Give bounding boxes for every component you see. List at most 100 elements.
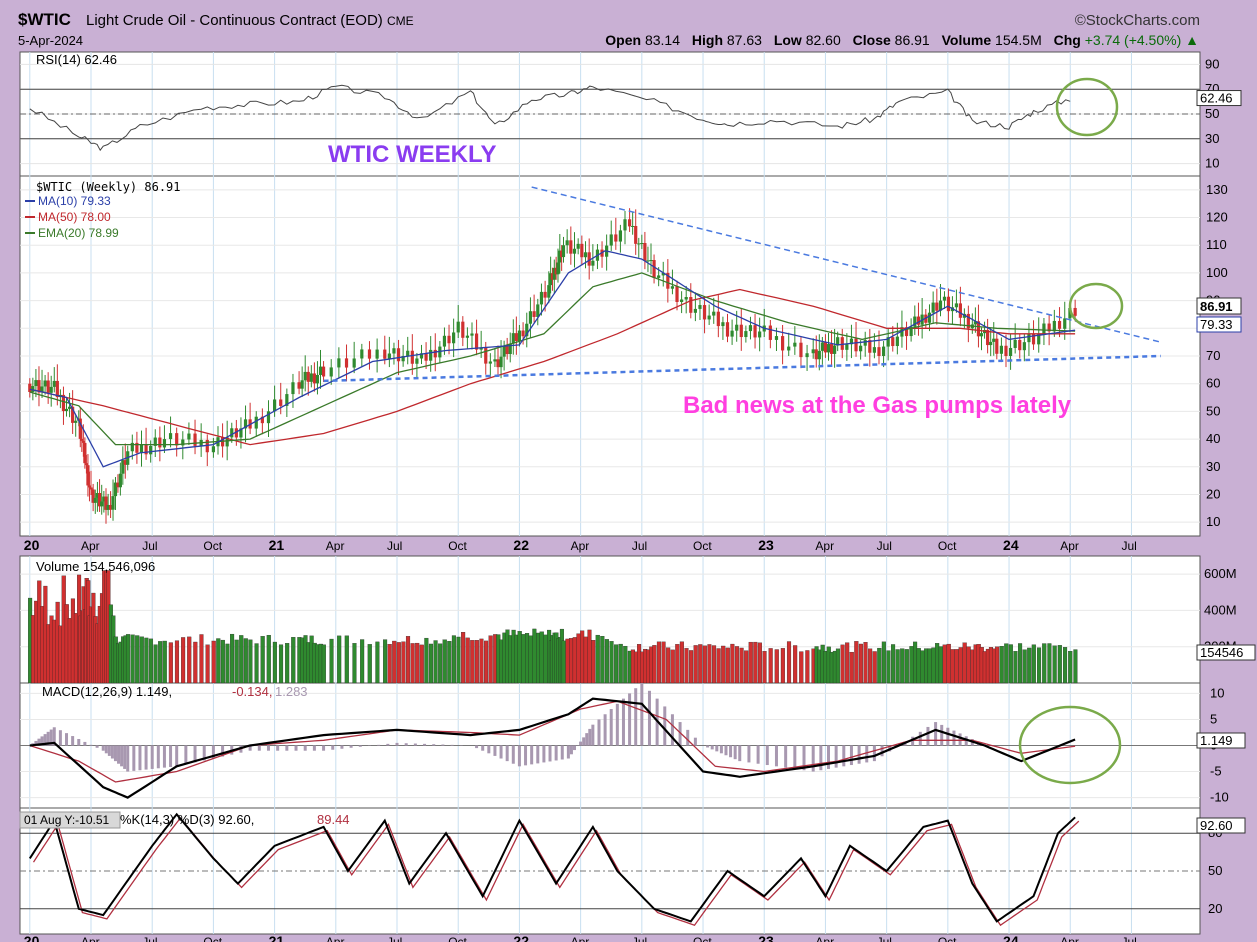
macd-hist-8 xyxy=(52,727,56,746)
candle-body-82 xyxy=(337,358,341,368)
volume-bar-101 xyxy=(442,639,447,684)
candle-body-86 xyxy=(367,349,372,359)
candle-126 xyxy=(539,283,544,316)
candle-79 xyxy=(318,349,323,389)
candle-body-187 xyxy=(780,336,785,351)
macd-tick-0: 10 xyxy=(1210,685,1224,700)
volume-bar-120 xyxy=(517,631,522,684)
candle-body-61 xyxy=(234,428,238,438)
candle-body-154 xyxy=(634,225,638,244)
candle-body-28 xyxy=(97,493,102,507)
candle-body-140 xyxy=(576,243,580,249)
candle-body-228 xyxy=(954,303,959,308)
volume-bar-225 xyxy=(942,644,947,684)
candle-body-188 xyxy=(787,346,791,351)
volume-last-label: 154546 xyxy=(1200,645,1243,660)
candle-body-218 xyxy=(916,316,921,325)
stoch-legend: %K(14,3) %D(3) 92.60, xyxy=(120,812,254,827)
candle-169 xyxy=(693,292,697,322)
candle-body-84 xyxy=(352,358,356,368)
volume-bar-138 xyxy=(569,638,574,684)
x-label-bottom-2: Jul xyxy=(142,935,157,942)
macd-last-label: 1.149 xyxy=(1200,733,1233,748)
macd-hist-43 xyxy=(276,745,280,751)
candle-body-229 xyxy=(958,303,962,318)
candle-body-123 xyxy=(528,311,533,324)
candle-body-239 xyxy=(992,338,996,342)
candle-7 xyxy=(49,375,53,407)
candle-body-198 xyxy=(829,344,834,354)
candle-35 xyxy=(113,477,118,510)
candle-98 xyxy=(429,336,433,372)
candle-85 xyxy=(360,343,364,367)
candle-156 xyxy=(640,234,644,249)
candle-body-0 xyxy=(28,383,32,392)
candle-body-225 xyxy=(942,296,947,301)
volume-bar-63 xyxy=(243,638,248,684)
candle-body-201 xyxy=(840,337,844,350)
volume-bar-189 xyxy=(793,645,798,684)
candle-body-21 xyxy=(84,463,89,466)
macd-hist-137 xyxy=(940,724,944,746)
last-price-label: 86.91 xyxy=(1200,299,1233,314)
price-tick-10: 110 xyxy=(1206,237,1227,252)
candle-body-125 xyxy=(536,304,540,317)
candle-body-165 xyxy=(675,286,679,302)
candle-4 xyxy=(40,369,44,398)
volume-bar-186 xyxy=(774,649,779,684)
macd-hist-133 xyxy=(911,736,915,746)
candle-body-171 xyxy=(702,305,707,320)
x-label-bottom-17: Apr xyxy=(1060,935,1079,942)
candle-body-73 xyxy=(300,380,304,389)
ohlc-readout: Open 83.14 High 87.63 Low 82.60 Close 86… xyxy=(605,32,1199,48)
open-label: Open xyxy=(605,32,642,48)
candle-body-113 xyxy=(496,359,500,368)
candle-body-12 xyxy=(64,408,69,412)
candle-body-144 xyxy=(591,260,595,266)
volume-bar-163 xyxy=(666,647,671,684)
macd-hist-72 xyxy=(517,745,521,767)
x-label-1: Apr xyxy=(81,539,100,553)
candle-body-206 xyxy=(863,340,867,346)
candle-body-148 xyxy=(609,234,613,246)
candle-body-181 xyxy=(748,325,753,332)
candle-248 xyxy=(1031,320,1036,350)
volume-bar-95 xyxy=(415,642,420,684)
candle-body-44 xyxy=(144,444,148,455)
candle-body-115 xyxy=(502,346,506,357)
volume-bar-176 xyxy=(725,647,730,684)
volume-bar-141 xyxy=(580,630,585,684)
candle-39 xyxy=(123,443,127,479)
macd-hist-114 xyxy=(756,745,760,764)
macd-hist-17 xyxy=(104,745,108,754)
candle-71 xyxy=(291,373,295,408)
candle-125 xyxy=(536,298,540,326)
macd-hist-77 xyxy=(548,745,552,762)
volume-bar-169 xyxy=(693,645,698,684)
volume-bar-68 xyxy=(272,641,277,684)
candle-118 xyxy=(511,319,515,355)
volume-bar-81 xyxy=(329,638,334,684)
candle-121 xyxy=(521,322,525,345)
candle-body-30 xyxy=(102,496,106,502)
candle-131 xyxy=(552,259,556,294)
candle-136 xyxy=(561,236,566,263)
candle-31 xyxy=(104,488,108,524)
x-label-bottom-5: Apr xyxy=(326,935,345,942)
volume-bar-50 xyxy=(174,640,180,684)
candle-body-92 xyxy=(401,356,405,362)
symbol: $WTIC xyxy=(18,10,71,29)
candle-207 xyxy=(868,329,872,367)
candle-body-231 xyxy=(966,313,970,329)
candle-22 xyxy=(86,454,90,497)
x-label-bottom-8: 22 xyxy=(513,933,529,942)
exchange: CME xyxy=(386,14,414,28)
x-label-16: 24 xyxy=(1003,537,1019,553)
candle-192 xyxy=(811,338,815,359)
candle-body-193 xyxy=(814,349,818,360)
candle-body-122 xyxy=(525,323,529,337)
macd-hist-108 xyxy=(719,745,723,754)
macd-hist-14 xyxy=(89,744,93,746)
candle-body-121 xyxy=(521,330,525,337)
macd-hist-88 xyxy=(591,724,595,746)
